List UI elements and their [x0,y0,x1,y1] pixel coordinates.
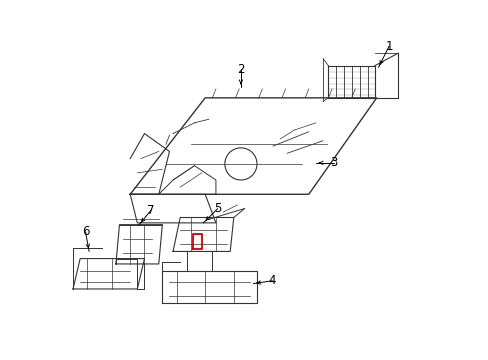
Text: 1: 1 [385,40,392,53]
Text: 2: 2 [237,63,244,76]
Text: 7: 7 [147,204,154,217]
Text: 5: 5 [214,202,221,215]
Text: 4: 4 [268,274,276,287]
Text: 6: 6 [81,225,89,238]
Text: 3: 3 [329,156,337,169]
